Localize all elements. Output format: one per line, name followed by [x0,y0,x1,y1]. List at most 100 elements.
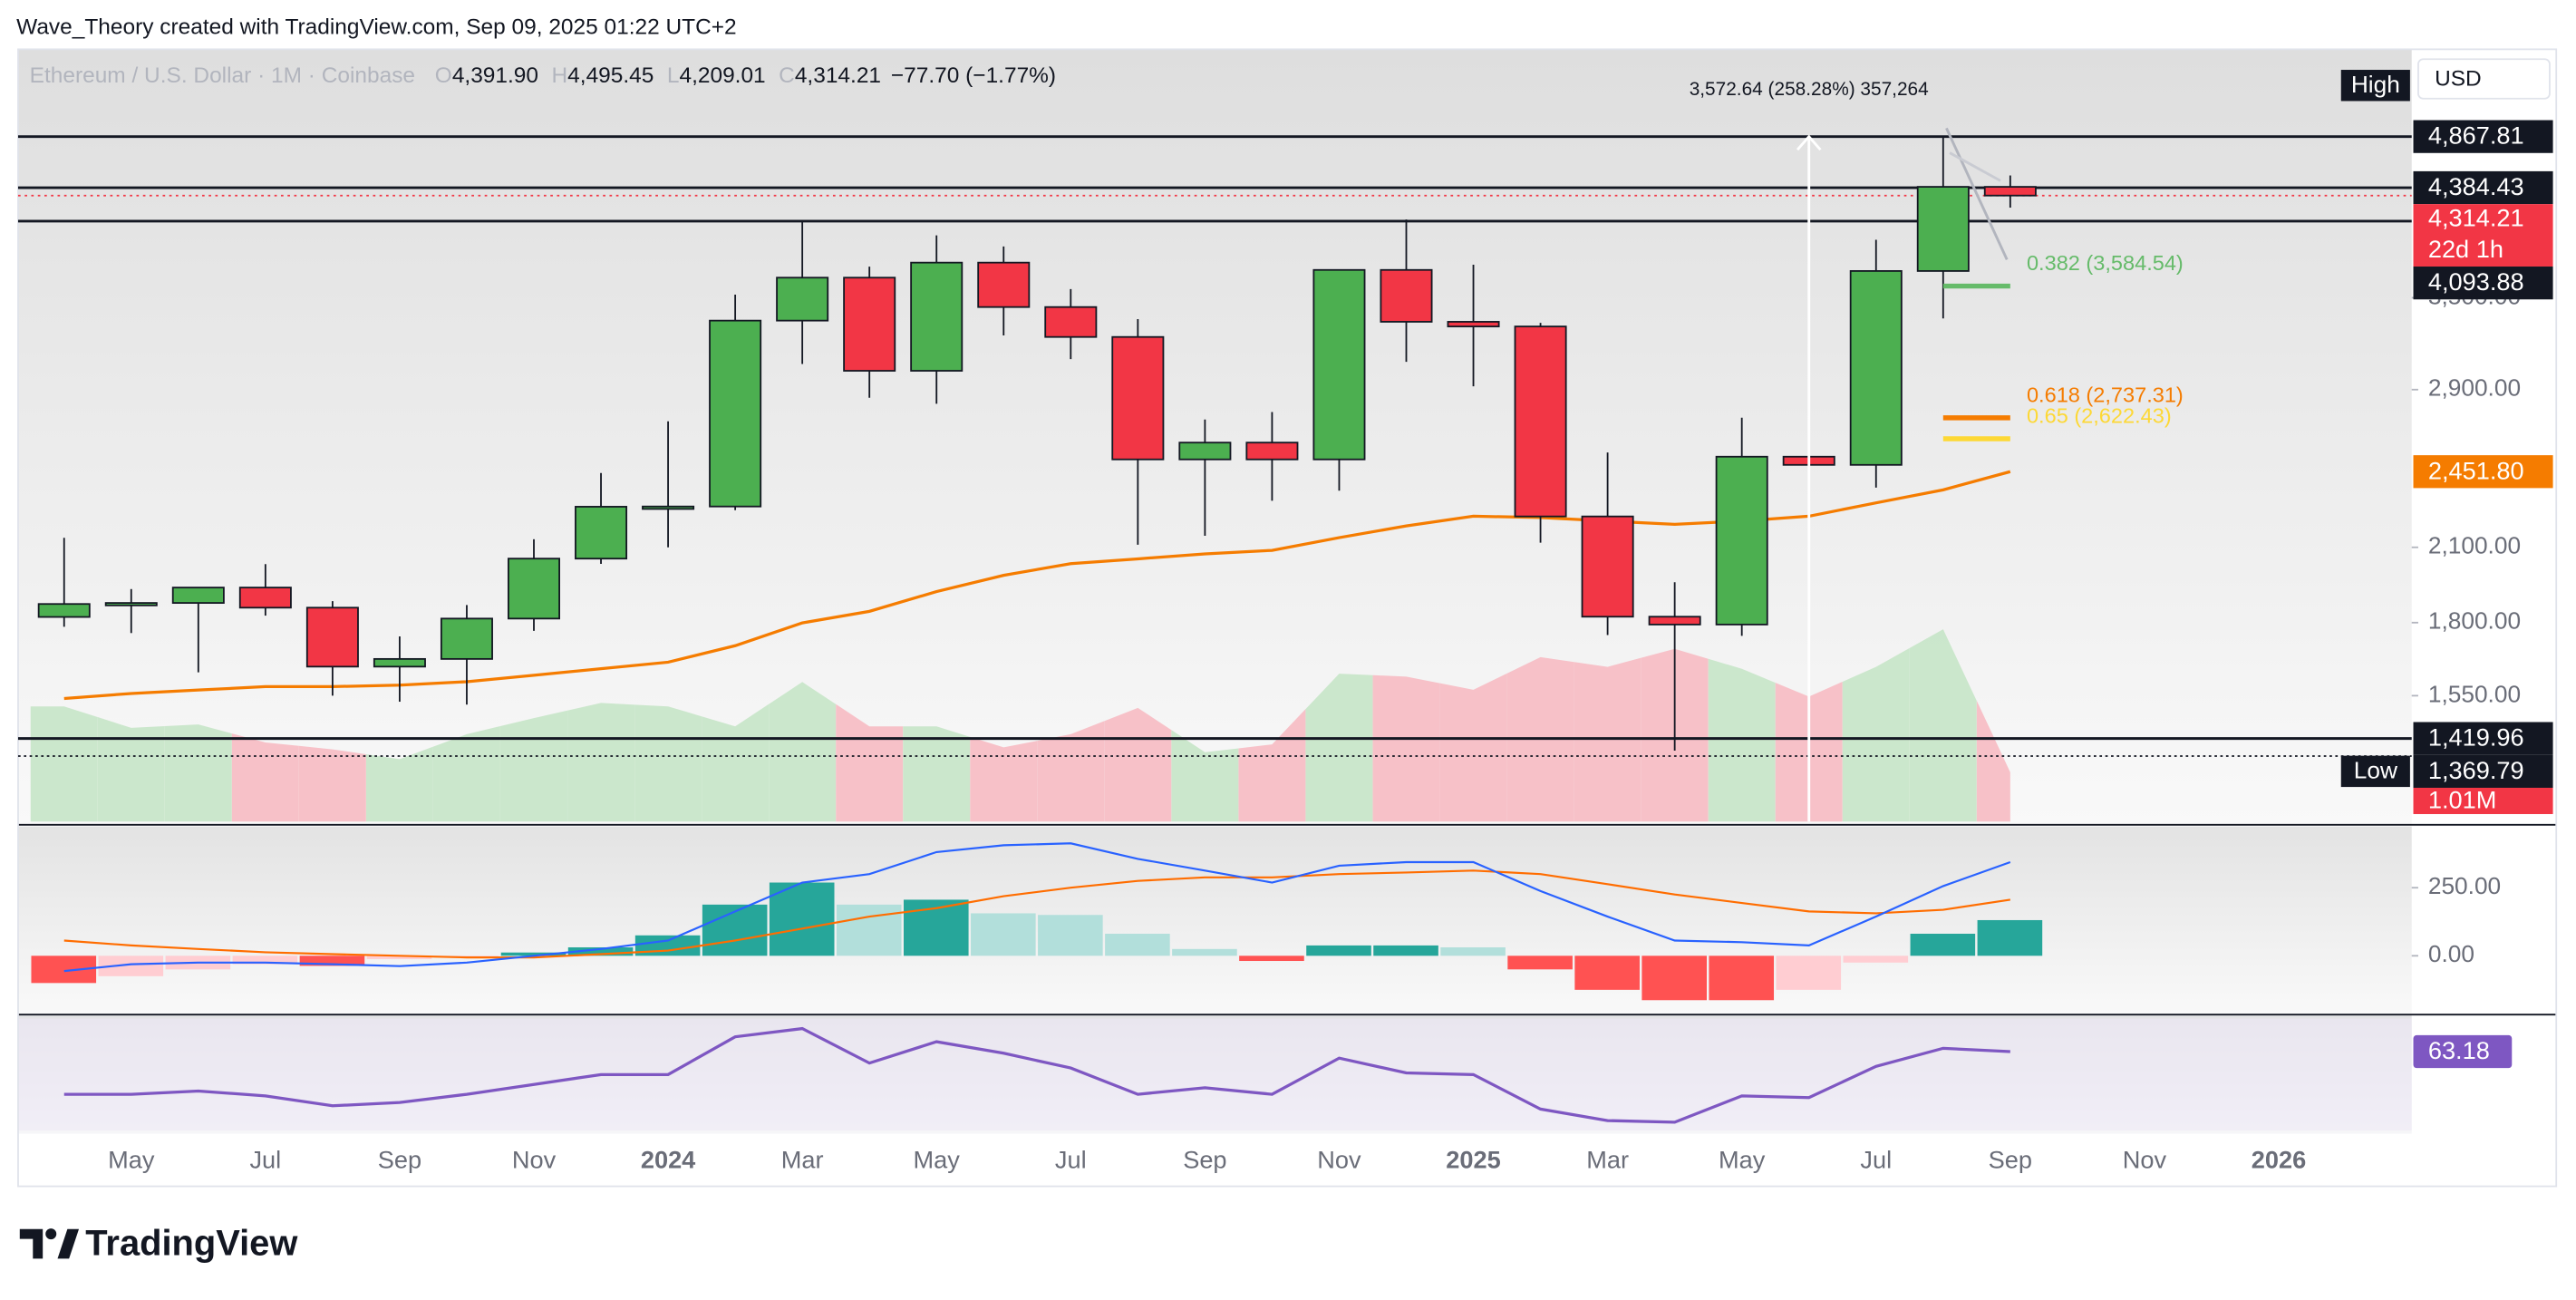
candle-body [1983,186,2037,197]
signal-line [63,869,2010,959]
volume-area [30,706,98,822]
ohlc-value: 4,391.90 [452,64,538,89]
candle-body [709,319,762,508]
x-tick-label: Sep [378,1146,421,1174]
macd-histogram [299,956,365,966]
volume-area [769,682,837,822]
volume-area [1171,730,1239,822]
price-tag-label: 1,369.79 [2428,756,2524,784]
rsi-line [63,1026,2010,1124]
price-tag [2413,754,2553,788]
x-tick-label: Nov [1317,1146,1361,1174]
volume-area [365,746,433,822]
ohlc-value: 4,495.45 [567,64,654,89]
credit: Wave_Theory created with TradingView.com… [16,15,736,39]
ohlc-key: H [552,64,568,89]
measure-arrowhead [1796,134,1822,151]
brand: TradingView [85,1223,298,1263]
x-tick-label: Sep [1183,1146,1226,1174]
ohlc-key: L [667,64,680,89]
macd-histogram [232,956,298,965]
price-tag-label: 1.01M [2428,786,2497,814]
macd-histogram [1709,956,1775,1001]
x-tick-label: Jul [1860,1146,1892,1174]
candle-body [910,261,964,372]
candle-body [1581,515,1634,618]
volume-area [1842,647,1910,822]
price-pane [17,49,2412,825]
macd-histogram [971,913,1036,956]
x-tick-label: May [108,1146,155,1174]
currency: USD [2435,66,2482,91]
macd-histogram [769,882,835,956]
extreme-tag [2340,755,2410,788]
candle-body [440,617,493,660]
x-tick-label: Jul [249,1146,281,1174]
volume-area [1037,721,1105,822]
candle-body [1178,441,1232,461]
candle-body [1916,186,1970,272]
candle-body [373,657,426,668]
chart-frame [17,48,2558,1188]
price-tag-label: 1,419.96 [2428,723,2524,752]
fib-label: 0.382 (3,584.54) [2027,251,2184,275]
fib-label: 0.65 (2,622.43) [2027,404,2172,428]
volume-area [231,733,299,822]
macd-histogram [366,956,432,959]
x-tick-label: 2026 [2252,1146,2306,1174]
brand-logo [19,1228,80,1259]
y-tick-label: 2,900.00 [2428,374,2521,402]
candle-body [238,587,292,609]
macd-histogram [702,904,768,956]
macd-histogram [1440,946,1506,956]
trend-line [1945,127,2009,260]
chart-layer: Ethereum / U.S. Dollar · 1M · Coinbase O4… [17,58,2553,1174]
y-tick-label: 2,100.00 [2428,532,2521,559]
trend-line [1949,151,2001,182]
symbol: Ethereum / U.S. Dollar · 1M · Coinbase [30,64,415,89]
x-tick-label: Jul [1055,1146,1087,1174]
change: −77.70 (−1.77%) [891,64,1056,89]
macd-histogram [1172,948,1237,956]
candle-body [776,276,829,322]
moving-average [63,470,2011,701]
volume-area [1439,673,1507,822]
macd-histogram [1105,933,1170,956]
extreme-tag-label: High [2351,71,2400,98]
macd-histogram [836,904,902,956]
candle-body [1245,441,1299,461]
macd-pane [17,826,2412,1014]
extreme-tag-label: Low [2354,757,2398,784]
candle-body [1312,268,1366,461]
macd-histogram [1373,945,1438,956]
volume-area [970,736,1038,822]
x-tick-label: May [1719,1146,1766,1174]
candle-body [104,602,158,606]
candle-body [1380,268,1433,323]
volume-area [97,717,165,822]
ohlc-key: O [435,64,452,89]
volume-area [164,724,232,822]
macd-histogram [1641,956,1707,1001]
candle-body [977,261,1031,308]
price-tag-label: 4,384.43 [2428,172,2524,200]
candle-body [305,606,359,668]
currency-button [2417,58,2551,100]
x-tick-label: 2025 [1446,1146,1500,1174]
candle-body [508,558,560,620]
volume-area [836,703,904,822]
ohlc-key: C [779,64,795,89]
price-tag [2413,787,2553,814]
candle-body [171,587,225,604]
volume-area [432,725,500,822]
candle-body [1447,321,1500,328]
ohlc-value: 4,314.21 [795,64,881,89]
fib-label: 0.618 (2,737.31) [2027,383,2184,407]
candle-body [1044,306,1098,338]
candle-body [1715,455,1768,626]
price-tag [2413,120,2553,153]
candle-body [1849,270,1903,466]
volume-area [1976,701,2010,822]
x-tick-label: Mar [1586,1146,1629,1174]
